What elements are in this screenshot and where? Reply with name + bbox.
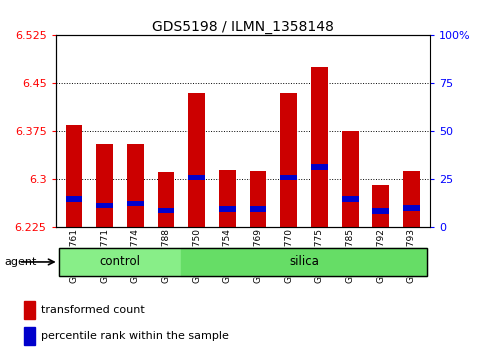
Bar <box>280 93 297 227</box>
Bar <box>372 209 389 214</box>
Text: agent: agent <box>5 257 37 267</box>
Bar <box>24 301 35 319</box>
Bar <box>127 144 144 227</box>
Bar <box>219 206 236 212</box>
Bar <box>280 175 297 181</box>
Bar <box>127 201 144 206</box>
Bar <box>157 172 174 227</box>
Bar <box>157 208 174 213</box>
Bar <box>311 165 328 170</box>
Bar <box>403 171 420 227</box>
Text: transformed count: transformed count <box>41 305 145 315</box>
Bar <box>372 185 389 227</box>
Bar <box>219 171 236 227</box>
Bar <box>58 248 181 276</box>
Bar <box>24 327 35 345</box>
Bar <box>66 196 83 202</box>
Bar <box>188 93 205 227</box>
Bar <box>311 67 328 227</box>
Bar <box>96 144 113 227</box>
Bar <box>96 202 113 209</box>
Title: GDS5198 / ILMN_1358148: GDS5198 / ILMN_1358148 <box>152 21 334 34</box>
Bar <box>341 196 358 202</box>
Bar <box>181 248 427 276</box>
Text: control: control <box>99 256 141 268</box>
Bar <box>403 205 420 211</box>
Bar <box>188 175 205 181</box>
Text: percentile rank within the sample: percentile rank within the sample <box>41 331 229 341</box>
Text: silica: silica <box>289 256 319 268</box>
Bar <box>250 206 267 212</box>
Bar <box>66 125 83 227</box>
Bar <box>250 171 267 227</box>
Bar <box>341 131 358 227</box>
